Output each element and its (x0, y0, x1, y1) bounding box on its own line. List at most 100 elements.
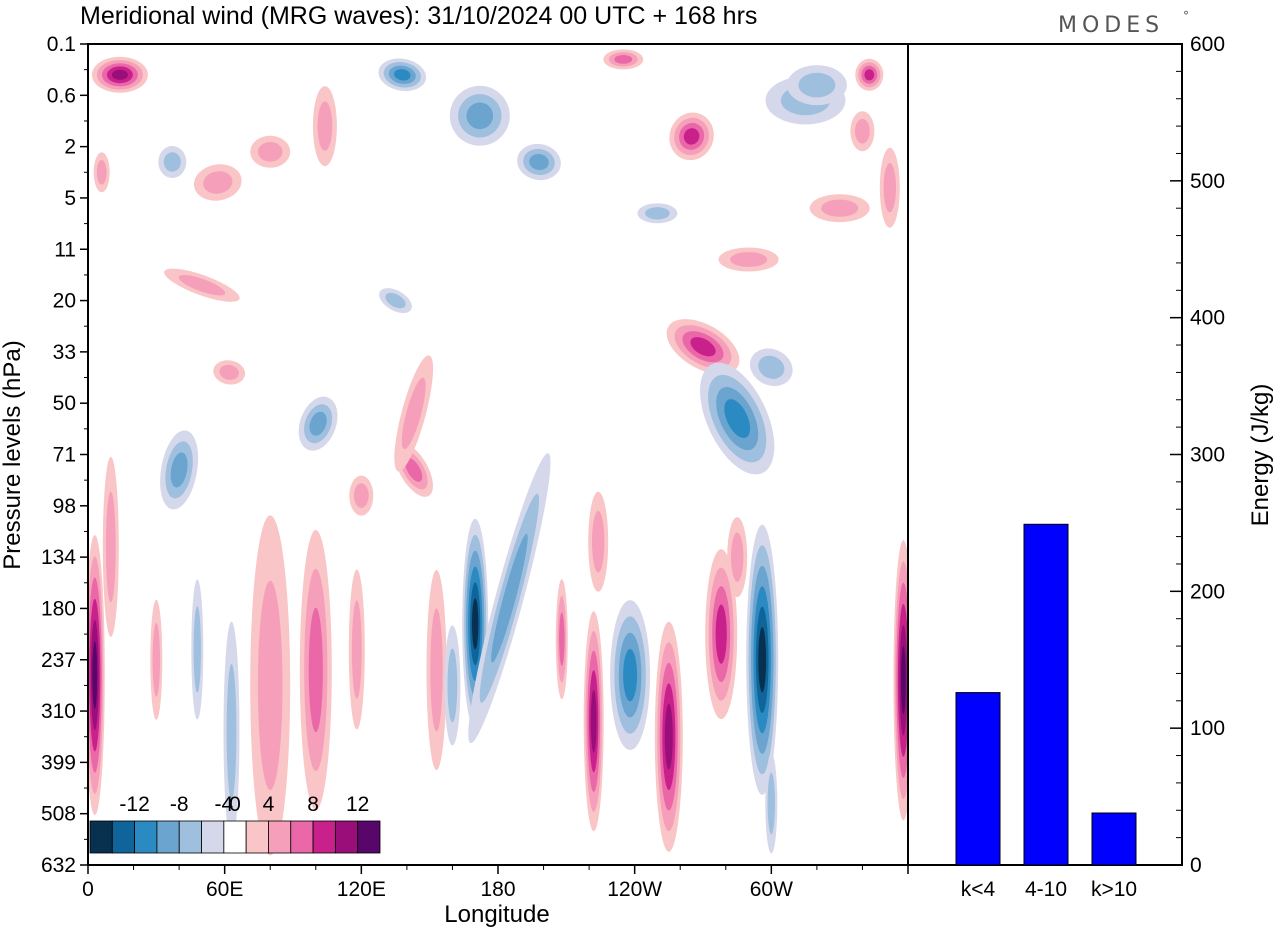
contour-level (590, 689, 597, 753)
colorbar-label: 4 (263, 793, 275, 816)
y-tick-label: 0.1 (47, 33, 76, 56)
contour-level (767, 772, 775, 835)
x-tick-label: 60W (750, 878, 793, 901)
contour-blob (855, 58, 884, 91)
y-tick-label: 5 (64, 187, 76, 210)
contour-level (798, 72, 836, 98)
contour-level (623, 649, 638, 702)
contour-level (864, 69, 875, 81)
contour-blob (786, 65, 847, 106)
colorbar-swatch (312, 820, 336, 854)
contour-blob (449, 85, 510, 146)
contour-blob (158, 146, 187, 178)
contour-blob (394, 355, 434, 472)
contour-blob (88, 535, 105, 816)
contour-level (730, 252, 768, 267)
contour-level (105, 491, 116, 603)
contour-blob (879, 147, 900, 228)
contour-level (317, 101, 333, 151)
contour-level (193, 606, 201, 693)
contour-level (758, 627, 767, 693)
y-tick-label: 508 (41, 803, 76, 826)
heatmap-y-axis: 0.1 0.6 2 5 11 20 33 50 71 98 134 180 237 310 399 508 63… (41, 33, 88, 877)
contour-level (257, 580, 283, 791)
contour-blob (666, 319, 740, 375)
contour-blob (893, 540, 908, 821)
contour-blob (809, 194, 870, 223)
logo-mark: ° (1183, 9, 1189, 23)
contour-level (592, 510, 605, 573)
colorbar-label: -8 (170, 793, 189, 816)
contour-blob (191, 579, 204, 720)
colorbar-label: 0 (229, 793, 241, 816)
contour-blob (312, 86, 337, 167)
energy-bar (1023, 523, 1069, 866)
bar-y-tick-label: 400 (1190, 307, 1225, 330)
colorbar-swatch (357, 820, 381, 854)
contour-blob (102, 456, 119, 637)
contour-level (690, 337, 716, 357)
x-tick-label: 60E (206, 878, 243, 901)
colorbar-label: 12 (346, 793, 369, 816)
contour-level (883, 163, 896, 213)
bar-series (955, 523, 1137, 866)
contour-blob (610, 600, 651, 751)
y-tick-label: 50 (53, 392, 76, 415)
bar-x-tick-label: k>10 (1091, 878, 1137, 901)
contour-blob (348, 569, 365, 730)
contour-level (664, 703, 673, 770)
colorbar: -12 -8 -40 4 8 12 (89, 793, 381, 854)
colorbar-label: -12 (119, 793, 149, 816)
chart-title: Meridional wind (MRG waves): 31/10/2024 … (80, 2, 757, 30)
contour-level (353, 483, 369, 508)
logo-text: MODES (1058, 13, 1164, 38)
bar-y-tick-label: 100 (1190, 717, 1225, 740)
contour-level (529, 153, 549, 171)
x-axis-label: Longitude (444, 901, 549, 928)
contour-level (92, 641, 98, 709)
contour-blob (250, 135, 291, 168)
contour-blob (700, 362, 775, 475)
contour-blob (765, 753, 778, 854)
contour-level (683, 128, 700, 145)
contour-level (472, 598, 479, 650)
contour-level (96, 160, 107, 185)
contour-blob (727, 517, 748, 598)
contour-blob (468, 453, 551, 744)
bar-x-tick-label: 4-10 (1025, 878, 1067, 901)
contour-blob (213, 360, 246, 385)
bar-y-tick-label: 300 (1190, 444, 1225, 467)
contour-blob (160, 430, 199, 510)
bar-y-tick-label: 0 (1190, 854, 1202, 877)
colorbar-swatch (245, 820, 269, 854)
contour-level (170, 452, 188, 488)
y-tick-label: 33 (53, 341, 76, 364)
contour-blob (555, 579, 568, 700)
contour-blob (164, 268, 240, 302)
contour-blob (378, 58, 427, 92)
colorbar-swatch (111, 820, 136, 854)
contour-level (308, 607, 323, 733)
bar-y-tick-label: 500 (1190, 170, 1225, 193)
colorbar-swatch (156, 820, 180, 854)
contour-level (855, 118, 870, 144)
contour-level (715, 604, 727, 664)
contour-blob (588, 491, 609, 592)
contour-blob (91, 56, 148, 93)
y-tick-label: 71 (53, 444, 76, 467)
colorbar-swatch (178, 820, 202, 854)
colorbar-swatch (290, 820, 314, 854)
contour-level (111, 69, 128, 80)
contour-level (152, 622, 160, 697)
contour-level (447, 648, 458, 723)
contour-level (491, 533, 528, 663)
colorbar-swatch (201, 820, 225, 854)
y-tick-label: 11 (54, 238, 76, 261)
contour-level (614, 55, 633, 64)
colorbar-label: 8 (307, 793, 319, 816)
colorbar-swatch (334, 820, 359, 854)
contour-level (178, 274, 226, 296)
contour-blob (603, 49, 644, 70)
y-tick-label: 237 (41, 649, 76, 672)
contour-level (394, 69, 411, 81)
